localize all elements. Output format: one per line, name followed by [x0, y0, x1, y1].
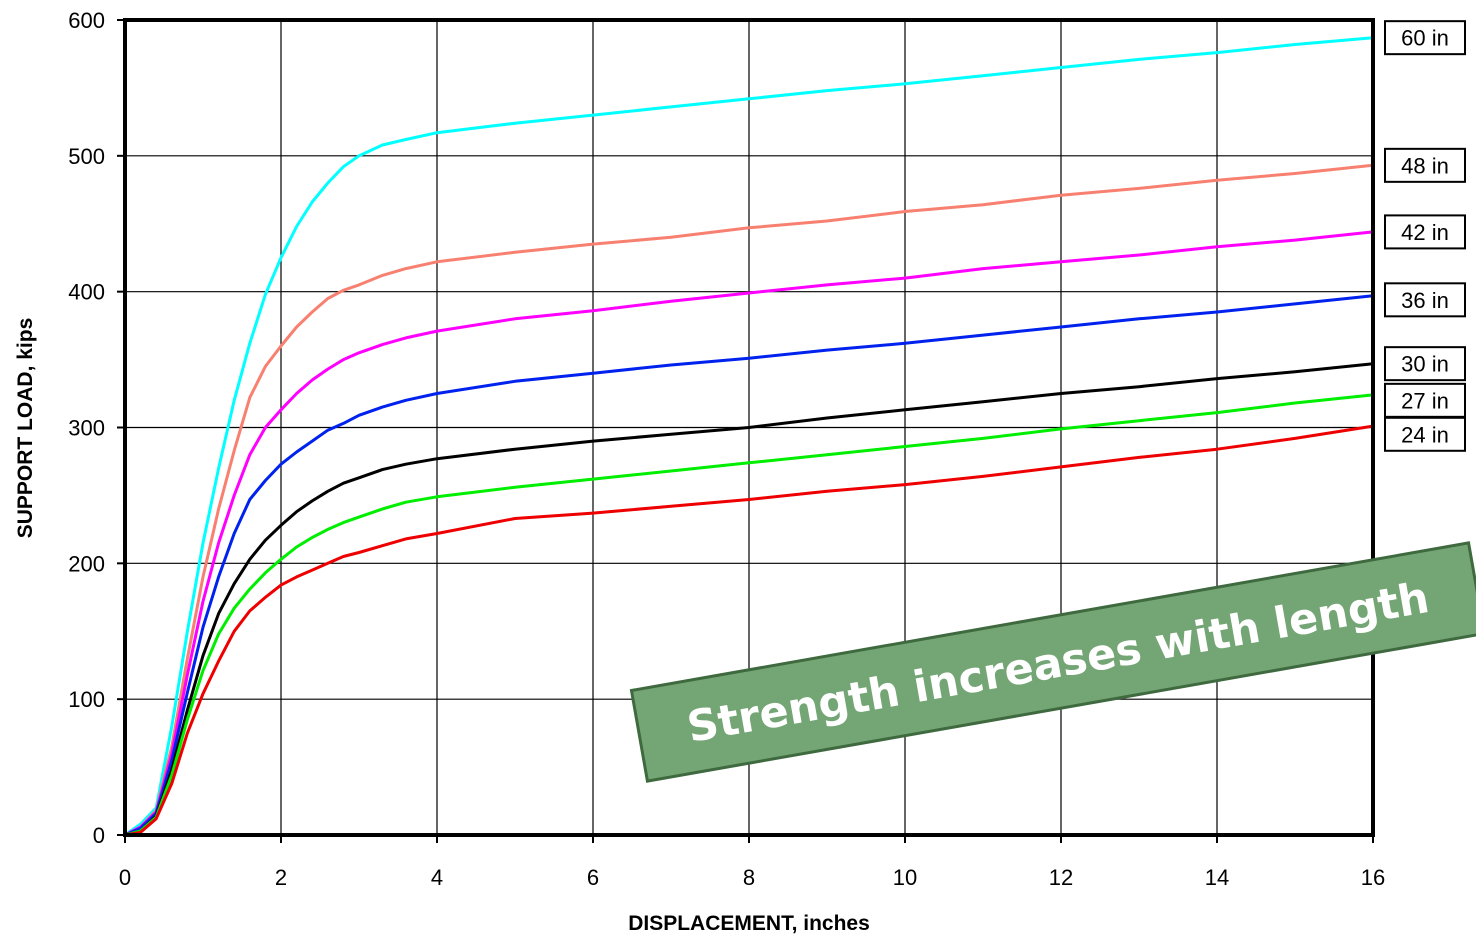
y-axis-ticks: 0 100 200 300 400 500 600 — [68, 8, 125, 848]
legend-label-text: 36 in — [1401, 288, 1449, 313]
x-tick-label: 2 — [275, 865, 287, 890]
y-tick-label: 100 — [68, 687, 105, 712]
legend-label-box — [1384, 20, 1466, 56]
x-axis-title: DISPLACEMENT, inches — [628, 912, 870, 935]
x-tick-label: 8 — [743, 865, 755, 890]
y-axis-title: SUPPORT LOAD, kips — [14, 318, 37, 539]
x-tick-label: 0 — [119, 865, 131, 890]
legend-label-60-in: 60 in — [1384, 20, 1466, 56]
legend-label-text: 42 in — [1401, 220, 1449, 245]
legend-label-24-in: 24 in — [1384, 416, 1466, 452]
series-lines — [124, 36, 1374, 837]
y-tick-label: 300 — [68, 416, 105, 441]
legend-label-box — [1384, 147, 1466, 183]
x-tick-label: 14 — [1205, 865, 1229, 890]
legend-label-box — [1384, 346, 1466, 382]
legend-label-30-in: 30 in — [1384, 346, 1466, 382]
x-tick-label: 4 — [431, 865, 443, 890]
legend-label-text: 60 in — [1401, 26, 1449, 51]
x-tick-label: 6 — [587, 865, 599, 890]
x-tick-label: 12 — [1049, 865, 1073, 890]
series-line-48-in — [124, 163, 1374, 837]
legend-label-text: 48 in — [1401, 153, 1449, 178]
legend-label-48-in: 48 in — [1384, 147, 1466, 183]
legend-label-text: 30 in — [1401, 352, 1449, 377]
series-line-60-in — [124, 36, 1374, 837]
legend-label-box — [1384, 282, 1466, 318]
series-line-27-in — [124, 393, 1374, 837]
series-line-30-in — [124, 362, 1374, 837]
series-line-36-in — [124, 294, 1374, 837]
x-axis-ticks: 0 2 4 6 8 10 12 14 16 — [119, 835, 1385, 890]
y-tick-label: 200 — [68, 551, 105, 576]
legend-label-box — [1384, 214, 1466, 250]
y-tick-label: 400 — [68, 280, 105, 305]
legend-label-42-in: 42 in — [1384, 214, 1466, 250]
legend-label-36-in: 36 in — [1384, 282, 1466, 318]
legend-label-27-in: 27 in — [1384, 382, 1466, 418]
legend-label-box — [1384, 416, 1466, 452]
legend: 60 in 48 in 42 in 36 in 30 in 27 in 24 in — [1384, 20, 1466, 452]
series-line-24-in — [124, 424, 1374, 837]
y-tick-label: 500 — [68, 144, 105, 169]
series-line-42-in — [124, 230, 1374, 837]
x-tick-label: 16 — [1361, 865, 1385, 890]
y-tick-label: 0 — [93, 823, 105, 848]
annotation-box — [629, 541, 1476, 783]
y-tick-label: 600 — [68, 8, 105, 33]
x-tick-label: 10 — [893, 865, 917, 890]
legend-label-text: 24 in — [1401, 422, 1449, 447]
legend-label-text: 27 in — [1401, 388, 1449, 413]
